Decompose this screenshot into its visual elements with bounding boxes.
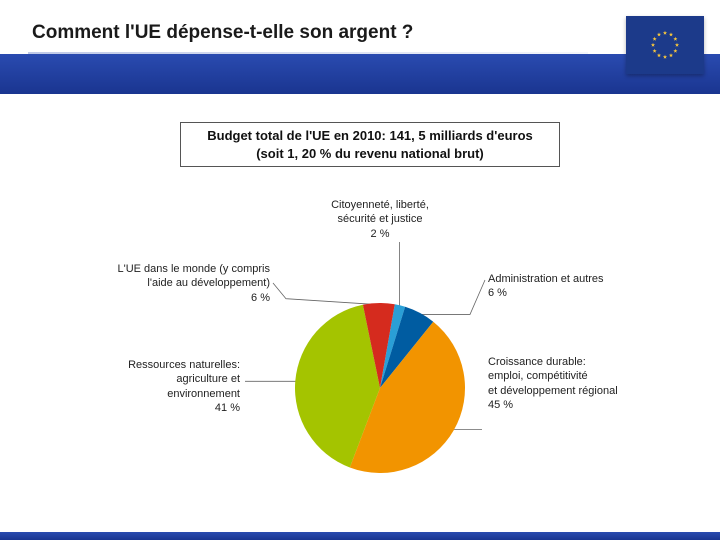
- chart-area: Citoyenneté, liberté,sécurité et justice…: [0, 180, 720, 520]
- label-citizenship: Citoyenneté, liberté,sécurité et justice…: [300, 198, 460, 241]
- subtitle-line1: Budget total de l'UE en 2010: 141, 5 mil…: [189, 127, 551, 145]
- label-admin: Administration et autres6 %: [488, 272, 668, 301]
- header-band: [0, 54, 720, 94]
- label-world: L'UE dans le monde (y comprisl'aide au d…: [80, 262, 270, 305]
- subtitle-box: Budget total de l'UE en 2010: 141, 5 mil…: [180, 122, 560, 167]
- title-underline: [28, 52, 588, 54]
- page-title: Comment l'UE dépense-t-elle son argent ?: [32, 22, 413, 44]
- bottom-band: [0, 532, 720, 540]
- label-resources: Ressources naturelles:agriculture etenvi…: [80, 358, 240, 415]
- eu-flag: [626, 16, 704, 74]
- subtitle-line2: (soit 1, 20 % du revenu national brut): [189, 145, 551, 163]
- label-growth: Croissance durable:emploi, compétitivité…: [488, 355, 698, 412]
- pie-chart: [290, 298, 470, 478]
